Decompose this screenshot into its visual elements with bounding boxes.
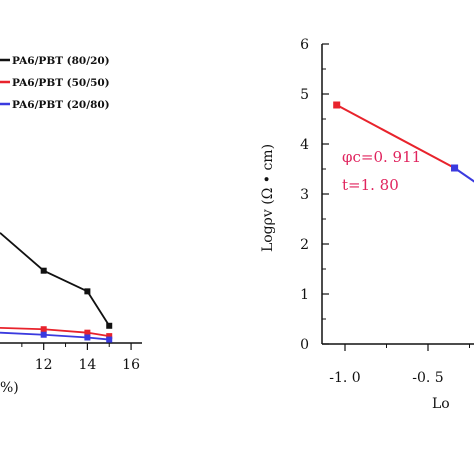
right-series-point-1 bbox=[451, 164, 459, 172]
left-chart: 12 14 16 PA6/PBT (80/20)PA6/PBT (50/50)PA6… bbox=[0, 55, 142, 396]
left-series-point-2 bbox=[106, 336, 113, 343]
right-x-tick-label: -1. 0 bbox=[329, 370, 360, 386]
left-series-point-2 bbox=[84, 334, 91, 341]
left-series-point-0 bbox=[106, 322, 113, 329]
right-y-tick-label: 3 bbox=[300, 187, 309, 203]
right-series bbox=[333, 101, 474, 183]
left-series-line-2 bbox=[0, 331, 110, 341]
left-x-axis-title: %) bbox=[0, 380, 19, 396]
left-series-point-1 bbox=[84, 329, 91, 336]
legend-label-1: PA6/PBT (50/50) bbox=[12, 77, 110, 89]
annotation-phic: φc=0. 911 bbox=[342, 148, 421, 166]
right-y-tick-label: 4 bbox=[300, 137, 309, 153]
annotation-t: t=1. 80 bbox=[342, 176, 399, 194]
left-series-point-1 bbox=[106, 333, 113, 340]
left-series bbox=[0, 232, 113, 343]
right-x-axis-title: Lo bbox=[432, 396, 450, 412]
right-y-axis-title: Logρv (Ω • cm) bbox=[260, 144, 276, 252]
right-y-ticks: 0 1 2 3 4 5 6 bbox=[300, 37, 329, 353]
left-x-tick-label: 16 bbox=[122, 357, 140, 373]
right-y-tick-label: 1 bbox=[300, 287, 309, 303]
left-series-point-2 bbox=[40, 331, 47, 338]
left-series-point-0 bbox=[40, 267, 47, 274]
left-series-point-0 bbox=[84, 288, 91, 295]
left-series-point-1 bbox=[40, 326, 47, 333]
left-series-line-0 bbox=[0, 232, 110, 327]
left-series-line-1 bbox=[0, 326, 110, 338]
right-x-tick-label: -0. 5 bbox=[412, 370, 443, 386]
right-x-ticks: -1. 0 -0. 5 bbox=[329, 344, 470, 386]
right-chart: 0 1 2 3 4 5 6 -1. 0 -0. 5 Logρv (Ω • cm) Lo φc=… bbox=[260, 37, 474, 412]
right-series-point-0 bbox=[333, 101, 341, 109]
left-x-tick-label: 14 bbox=[78, 357, 96, 373]
right-y-tick-label: 2 bbox=[300, 237, 309, 253]
left-x-tick-label: 12 bbox=[35, 357, 53, 373]
legend-label-0: PA6/PBT (80/20) bbox=[12, 55, 110, 67]
right-y-tick-label: 5 bbox=[300, 87, 309, 103]
right-y-tick-label: 6 bbox=[300, 37, 309, 53]
legend-label-2: PA6/PBT (20/80) bbox=[12, 99, 110, 111]
right-y-tick-label: 0 bbox=[300, 337, 309, 353]
right-series-line-0 bbox=[336, 104, 456, 169]
left-legend: PA6/PBT (80/20) PA6/PBT (50/50) PA6/PBT (2… bbox=[0, 55, 110, 111]
left-x-ticks: 12 14 16 bbox=[21, 343, 140, 373]
